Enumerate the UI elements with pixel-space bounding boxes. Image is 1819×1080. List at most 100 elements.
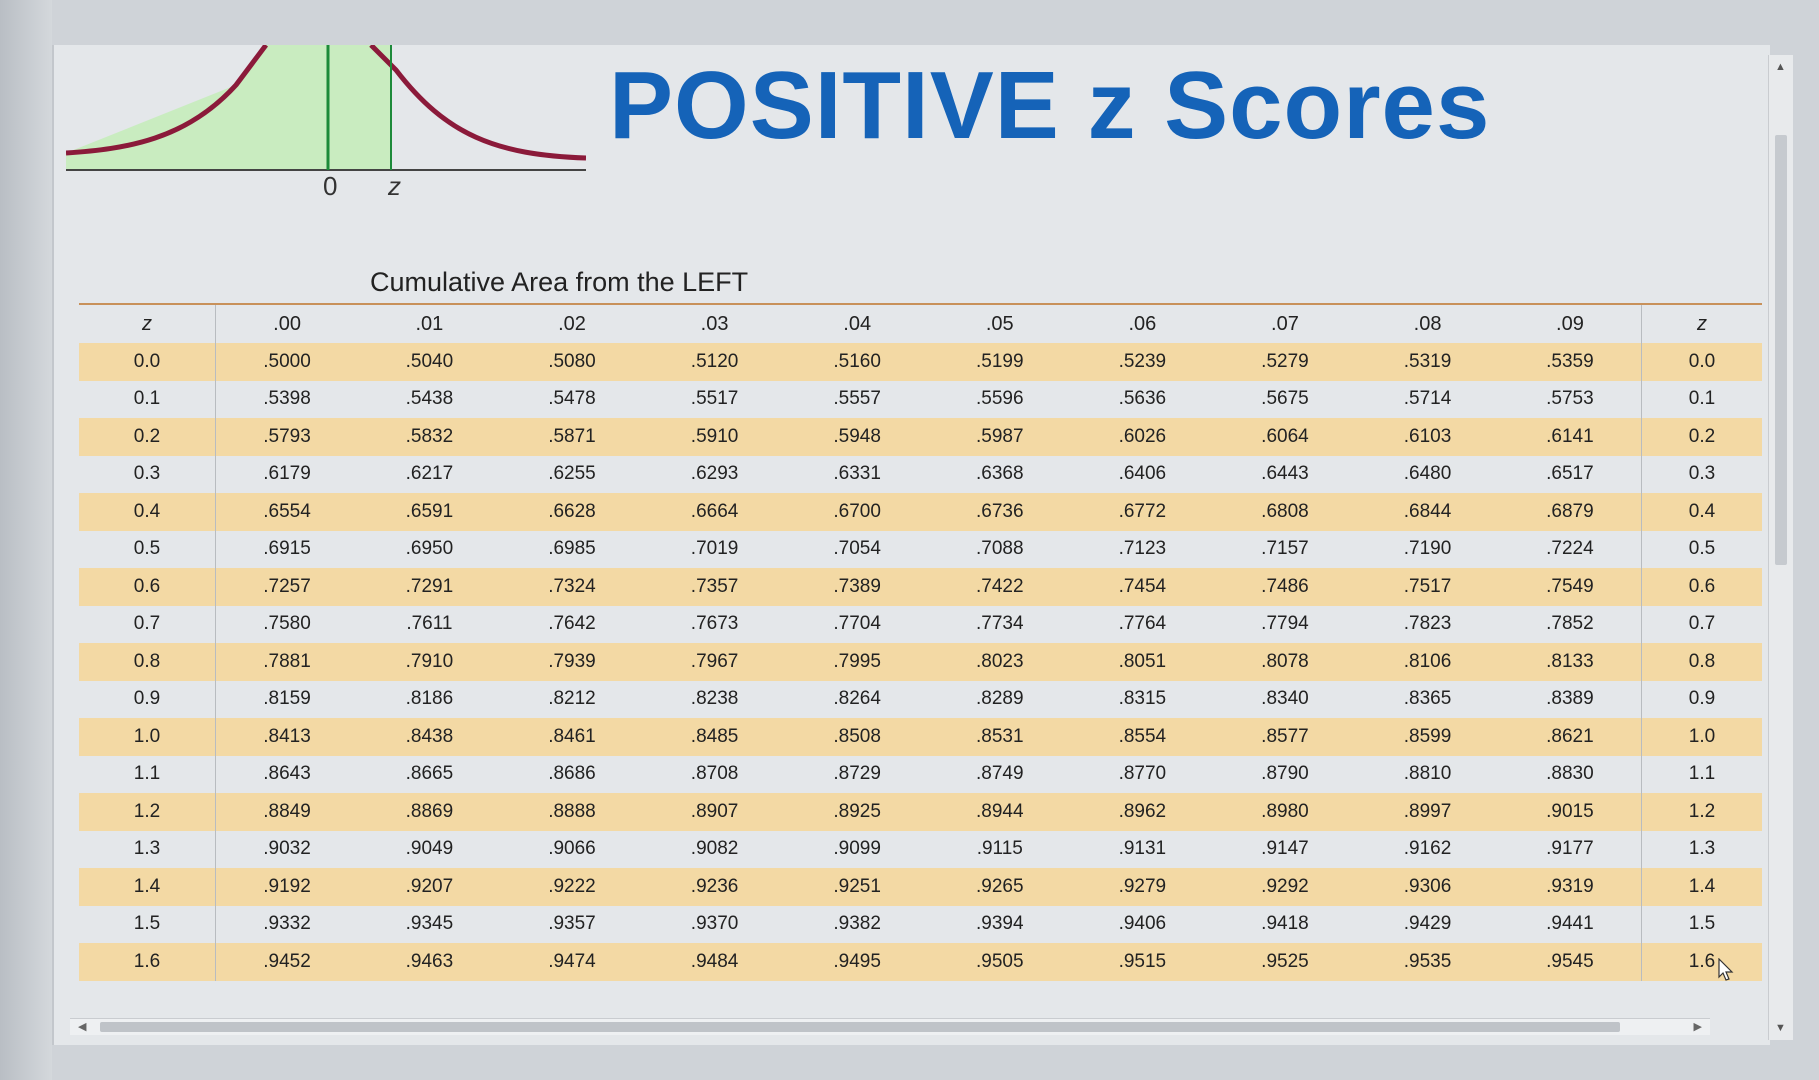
table-cell: .9306 <box>1356 868 1499 906</box>
table-cell: .7995 <box>785 643 929 681</box>
table-cell: .8264 <box>833 688 881 710</box>
header-col: .01 <box>415 312 444 335</box>
row-z-label: 0.6 <box>79 568 216 606</box>
table-cell: .7967 <box>643 643 786 681</box>
scroll-left-icon[interactable]: ◀ <box>78 1021 87 1033</box>
header-col: .06 <box>1128 312 1157 335</box>
row-z-label-right: 0.0 <box>1641 343 1762 381</box>
table-cell: .6103 <box>1356 418 1499 456</box>
table-row: 1.4.9192.9207.9222.9236.9251.9265.9279.9… <box>79 868 1762 906</box>
table-cell: .5871 <box>500 418 644 456</box>
table-cell: .7794 <box>1261 613 1309 635</box>
table-cell: .7764 <box>1118 613 1167 635</box>
table-subtitle: Cumulative Area from the LEFT <box>370 267 749 297</box>
row-z-label: 1.2 <box>79 793 216 831</box>
table-cell: .6950 <box>405 538 454 560</box>
table-cell: .9441 <box>1546 913 1594 935</box>
header-z-right: z <box>1641 305 1762 343</box>
table-cell: .8944 <box>928 793 1072 831</box>
table-cell: .7324 <box>500 568 644 606</box>
row-z-label: 0.3 <box>79 455 216 493</box>
table-cell: .8708 <box>690 763 739 785</box>
header-col: .05 <box>985 312 1014 335</box>
table-cell: .6217 <box>405 463 454 485</box>
table-cell: .9292 <box>1213 868 1357 906</box>
table-cell: .8365 <box>1403 688 1452 710</box>
scroll-up-icon[interactable]: ▲ <box>1775 61 1786 73</box>
table-cell: .8810 <box>1403 763 1452 785</box>
table-cell: .8133 <box>1498 643 1642 681</box>
row-z-label: 1.1 <box>79 755 216 793</box>
table-row: 1.2.8849.8869.8888.8907.8925.8944.8962.8… <box>79 793 1762 831</box>
table-row: 1.1 .8643 .8665 .8686 .8708 .8729 .8749 .8770 .8… <box>79 755 1762 793</box>
table-cell: .7939 <box>500 643 644 681</box>
table-cell: .8051 <box>1071 643 1214 681</box>
table-cell: .6406 <box>1118 463 1167 485</box>
table-cell: .8289 <box>975 688 1024 710</box>
table-cell: .5517 <box>690 388 739 410</box>
table-cell: .5000 <box>215 343 359 381</box>
table-cell: .6517 <box>1546 463 1594 485</box>
row-z-label-right: 1.0 <box>1641 718 1762 756</box>
table-cell: .7422 <box>928 568 1072 606</box>
row-z-label-right: 0.6 <box>1641 568 1762 606</box>
normal-curve-diagram: 0 z <box>66 45 586 201</box>
horizontal-scrollbar[interactable]: ◀ ▶ <box>70 1018 1710 1035</box>
row-z-label-right: 1.2 <box>1641 793 1762 831</box>
table-cell: .8023 <box>928 643 1072 681</box>
table-cell: .9463 <box>358 943 501 981</box>
table-cell: .8315 <box>1118 688 1167 710</box>
horizontal-scroll-thumb[interactable] <box>100 1022 1620 1032</box>
row-z-label: 1.3 <box>79 830 216 868</box>
table-cell: .8599 <box>1356 718 1499 756</box>
scroll-right-icon[interactable]: ▶ <box>1693 1021 1702 1033</box>
vertical-scroll-thumb[interactable] <box>1775 135 1787 565</box>
row-z-label: 1.0 <box>79 718 216 756</box>
table-cell: .9049 <box>405 838 454 860</box>
table-cell: .5239 <box>1071 343 1214 381</box>
row-z-label-right: 0.3 <box>1641 455 1762 493</box>
table-row: 1.3 .9032 .9049 .9066 .9082 .9099 .9115 .9131 .9… <box>79 830 1762 868</box>
table-cell: .7291 <box>358 568 501 606</box>
row-z-label: 0.7 <box>79 605 216 643</box>
table-cell: .6331 <box>833 463 881 485</box>
zero-label: 0 <box>323 171 337 201</box>
table-cell: .7454 <box>1071 568 1214 606</box>
vertical-scrollbar[interactable]: ▲ ▼ <box>1768 55 1793 1040</box>
table-cell: .5675 <box>1261 388 1309 410</box>
table-cell: .8078 <box>1213 643 1357 681</box>
table-cell: .6985 <box>548 538 596 560</box>
table-cell: .6368 <box>975 463 1024 485</box>
table-cell: .5199 <box>928 343 1072 381</box>
header-col: .07 <box>1271 312 1299 335</box>
table-cell: .6026 <box>1071 418 1214 456</box>
table-cell: .6591 <box>358 493 501 531</box>
table-cell: .8888 <box>500 793 644 831</box>
header-col: .08 <box>1413 312 1442 335</box>
table-cell: .7389 <box>785 568 929 606</box>
table-cell: .8621 <box>1498 718 1642 756</box>
table-cell: .9279 <box>1071 868 1214 906</box>
table-cell: .7852 <box>1546 613 1594 635</box>
table-row: 1.6.9452.9463.9474.9484.9495.9505.9515.9… <box>79 943 1762 981</box>
table-row: 1.0.8413.8438.8461.8485.8508.8531.8554.8… <box>79 718 1762 756</box>
scroll-down-icon[interactable]: ▼ <box>1775 1022 1786 1034</box>
table-cell: .8438 <box>358 718 501 756</box>
table-cell: .8869 <box>358 793 501 831</box>
table-cell: .6736 <box>928 493 1072 531</box>
table-cell: .8238 <box>690 688 739 710</box>
table-cell: .9177 <box>1546 838 1594 860</box>
table-cell: .9265 <box>928 868 1072 906</box>
table-cell: .7673 <box>690 613 739 635</box>
row-z-label: 0.8 <box>79 643 216 681</box>
table-cell: .8907 <box>643 793 786 831</box>
table-cell: .5398 <box>263 388 311 410</box>
row-z-label-right: 1.4 <box>1641 868 1762 906</box>
table-cell: .5120 <box>643 343 786 381</box>
table-cell: .7549 <box>1498 568 1642 606</box>
row-z-label: 1.5 <box>79 905 216 943</box>
table-cell: .9484 <box>643 943 786 981</box>
table-cell: .7611 <box>406 613 453 635</box>
table-cell: .9319 <box>1498 868 1642 906</box>
row-z-label: 0.2 <box>79 418 216 456</box>
